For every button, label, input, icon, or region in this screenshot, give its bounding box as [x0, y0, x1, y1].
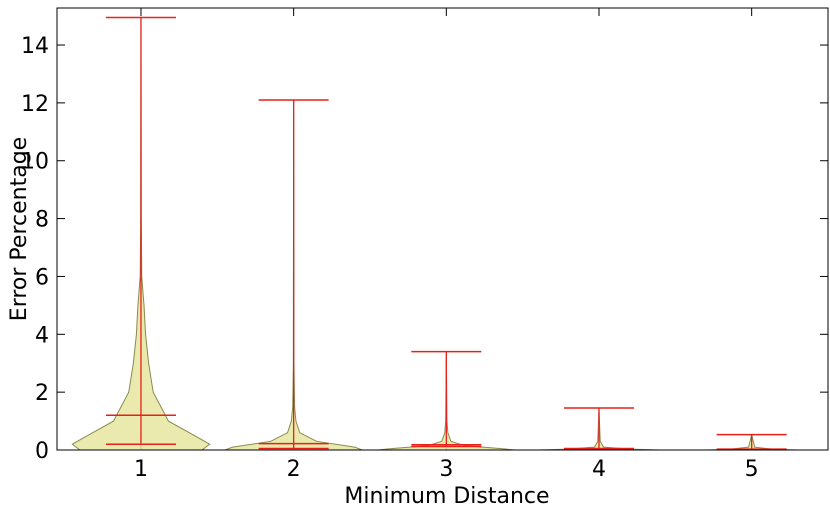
- y-tick-label: 0: [35, 439, 49, 464]
- x-tick-label: 3: [439, 457, 453, 482]
- y-tick-label: 8: [35, 208, 49, 233]
- y-tick-label: 2: [35, 381, 49, 406]
- x-tick-label: 2: [287, 457, 301, 482]
- y-tick-label: 6: [35, 265, 49, 290]
- y-tick-label: 4: [35, 323, 49, 348]
- x-tick-label: 5: [745, 457, 759, 482]
- y-tick-label: 10: [21, 150, 49, 175]
- x-tick-label: 4: [592, 457, 606, 482]
- y-tick-label: 12: [21, 92, 49, 117]
- x-axis-label: Minimum Distance: [344, 484, 549, 504]
- plot-frame: [56, 7, 829, 451]
- y-tick-label: 14: [21, 34, 49, 59]
- x-tick-label: 1: [134, 457, 148, 482]
- y-axis-label: Error Percentage: [7, 137, 32, 321]
